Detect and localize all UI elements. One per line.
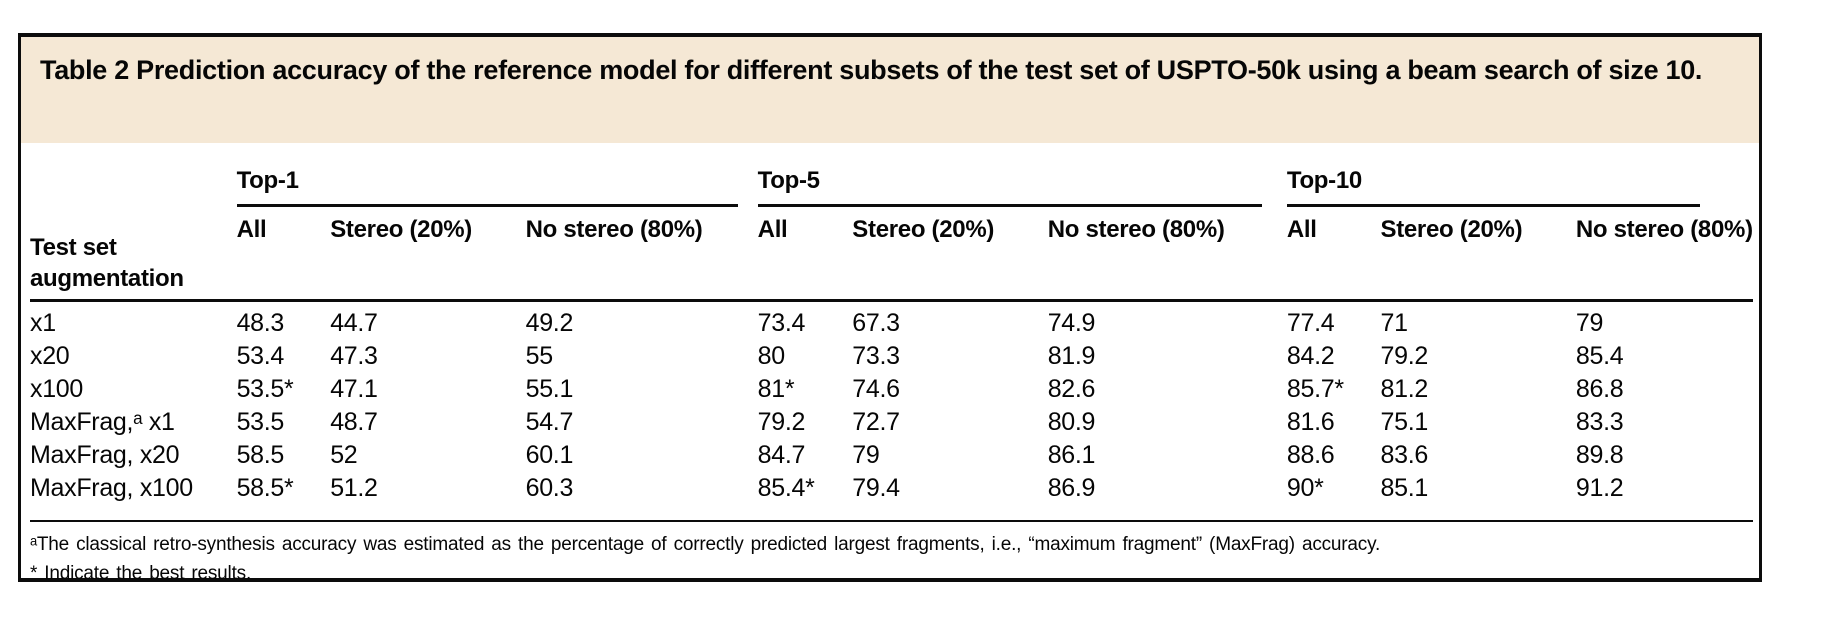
cell: 53.5* bbox=[236, 375, 294, 403]
col-top5-all: All bbox=[757, 207, 853, 302]
cell: 77.4 bbox=[1286, 309, 1335, 337]
cell: 84.2 bbox=[1286, 342, 1335, 370]
cell: 91.2 bbox=[1575, 474, 1624, 502]
cell: 81.6 bbox=[1286, 408, 1335, 436]
cell: 79 bbox=[1575, 309, 1604, 337]
footnote-maxfrag: ᵃThe classical retro-synthesis accuracy … bbox=[30, 534, 1381, 555]
cell: 54.7 bbox=[525, 408, 574, 436]
cell: 60.1 bbox=[525, 441, 574, 469]
cell: 48.7 bbox=[330, 408, 378, 436]
col-top1-stereo: Stereo (20%) bbox=[330, 207, 526, 302]
col-top10-nostereo: No stereo (80%) bbox=[1575, 207, 1753, 302]
stub-spacer bbox=[30, 143, 237, 207]
cell: 86.9 bbox=[1047, 474, 1096, 502]
cell: 81.9 bbox=[1047, 342, 1096, 370]
table-body-wrap: Top-1 Top-5 Top-10 Test set augmentation… bbox=[30, 143, 1753, 505]
group-top-10: Top-10 bbox=[1286, 143, 1753, 207]
cell: 49.2 bbox=[525, 309, 574, 337]
cell: 73.3 bbox=[852, 342, 900, 370]
cell: 85.1 bbox=[1380, 474, 1428, 502]
table-row: x100 53.5* 47.1 55.1 81* 74.6 82.6 85.7*… bbox=[30, 373, 1753, 406]
column-header-row: Test set augmentation All Stereo (20%) N… bbox=[30, 207, 1753, 302]
cell: 80.9 bbox=[1047, 408, 1096, 436]
cell: 53.4 bbox=[236, 342, 285, 370]
cell: 85.7* bbox=[1286, 375, 1344, 403]
cell: 88.6 bbox=[1286, 441, 1335, 469]
cell: 80 bbox=[757, 342, 786, 370]
group-top-5-rule bbox=[757, 204, 1262, 207]
cell: 74.6 bbox=[852, 375, 900, 403]
cell: 81.2 bbox=[1380, 375, 1428, 403]
cell: 84.7 bbox=[757, 441, 806, 469]
group-top-1: Top-1 bbox=[236, 143, 758, 207]
stub-header: Test set augmentation bbox=[30, 207, 237, 302]
row-label: x1 bbox=[30, 309, 56, 337]
row-label: MaxFrag,ᵃ x1 bbox=[30, 408, 175, 436]
cell: 72.7 bbox=[852, 408, 900, 436]
cell: 67.3 bbox=[852, 309, 900, 337]
cell: 86.8 bbox=[1575, 375, 1624, 403]
cell: 60.3 bbox=[525, 474, 574, 502]
cell: 58.5* bbox=[236, 474, 294, 502]
cell: 71 bbox=[1380, 309, 1408, 337]
cell: 55.1 bbox=[525, 375, 574, 403]
cell: 51.2 bbox=[330, 474, 378, 502]
cell: 82.6 bbox=[1047, 375, 1096, 403]
cell: 86.1 bbox=[1047, 441, 1096, 469]
cell: 79.4 bbox=[852, 474, 900, 502]
table-row: x1 48.3 44.7 49.2 73.4 67.3 74.9 77.4 71… bbox=[30, 301, 1753, 341]
col-top5-nostereo: No stereo (80%) bbox=[1047, 207, 1287, 302]
col-top1-all: All bbox=[236, 207, 331, 302]
row-label: MaxFrag, x100 bbox=[30, 474, 193, 502]
cell: 89.8 bbox=[1575, 441, 1624, 469]
cell: 90* bbox=[1286, 474, 1324, 502]
cell: 44.7 bbox=[330, 309, 378, 337]
col-top1-nostereo: No stereo (80%) bbox=[525, 207, 758, 302]
cell: 85.4* bbox=[757, 474, 815, 502]
footnote-asterisk: * Indicate the best results. bbox=[30, 562, 252, 584]
table-title: Table 2 Prediction accuracy of the refer… bbox=[21, 37, 1759, 143]
cell: 55 bbox=[525, 342, 554, 370]
row-label: x100 bbox=[30, 375, 84, 403]
row-label: MaxFrag, x20 bbox=[30, 441, 180, 469]
cell: 73.4 bbox=[757, 309, 806, 337]
group-top-5-label: Top-5 bbox=[757, 167, 820, 194]
table-row: MaxFrag, x100 58.5* 51.2 60.3 85.4* 79.4… bbox=[30, 472, 1753, 505]
cell: 74.9 bbox=[1047, 309, 1096, 337]
cell: 58.5 bbox=[236, 441, 285, 469]
group-top-10-rule bbox=[1286, 204, 1700, 207]
col-top10-stereo: Stereo (20%) bbox=[1380, 207, 1576, 302]
cell: 79.2 bbox=[757, 408, 806, 436]
table-row: MaxFrag,ᵃ x1 53.5 48.7 54.7 79.2 72.7 80… bbox=[30, 406, 1753, 439]
row-label: x20 bbox=[30, 342, 70, 370]
paper-table-2: Table 2 Prediction accuracy of the refer… bbox=[18, 33, 1762, 584]
cell: 48.3 bbox=[236, 309, 285, 337]
cell: 79.2 bbox=[1380, 342, 1428, 370]
group-top-5: Top-5 bbox=[757, 143, 1287, 207]
cell: 81* bbox=[757, 375, 795, 403]
group-header-row: Top-1 Top-5 Top-10 bbox=[30, 143, 1753, 207]
cell: 52 bbox=[330, 441, 358, 469]
table-row: MaxFrag, x20 58.5 52 60.1 84.7 79 86.1 8… bbox=[30, 439, 1753, 472]
cell: 53.5 bbox=[236, 408, 285, 436]
cell: 79 bbox=[852, 441, 880, 469]
cell: 47.1 bbox=[330, 375, 378, 403]
cell: 83.6 bbox=[1380, 441, 1428, 469]
col-top10-all: All bbox=[1286, 207, 1381, 302]
col-top5-stereo: Stereo (20%) bbox=[852, 207, 1048, 302]
table-row: x20 53.4 47.3 55 80 73.3 81.9 84.2 79.2 … bbox=[30, 340, 1753, 373]
group-top-1-label: Top-1 bbox=[236, 167, 299, 194]
cell: 75.1 bbox=[1380, 408, 1428, 436]
cell: 83.3 bbox=[1575, 408, 1624, 436]
cell: 85.4 bbox=[1575, 342, 1624, 370]
group-top-1-rule bbox=[236, 204, 738, 207]
group-top-10-label: Top-10 bbox=[1286, 167, 1362, 194]
cell: 47.3 bbox=[330, 342, 378, 370]
results-table: Top-1 Top-5 Top-10 Test set augmentation… bbox=[30, 143, 1753, 505]
footnote-block: ᵃThe classical retro-synthesis accuracy … bbox=[30, 520, 1753, 588]
